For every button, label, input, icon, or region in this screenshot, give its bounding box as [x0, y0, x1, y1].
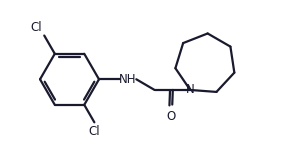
Text: Cl: Cl [30, 21, 42, 34]
Text: NH: NH [119, 73, 137, 86]
Text: Cl: Cl [89, 125, 100, 138]
Text: O: O [166, 110, 176, 123]
Text: N: N [186, 84, 195, 97]
